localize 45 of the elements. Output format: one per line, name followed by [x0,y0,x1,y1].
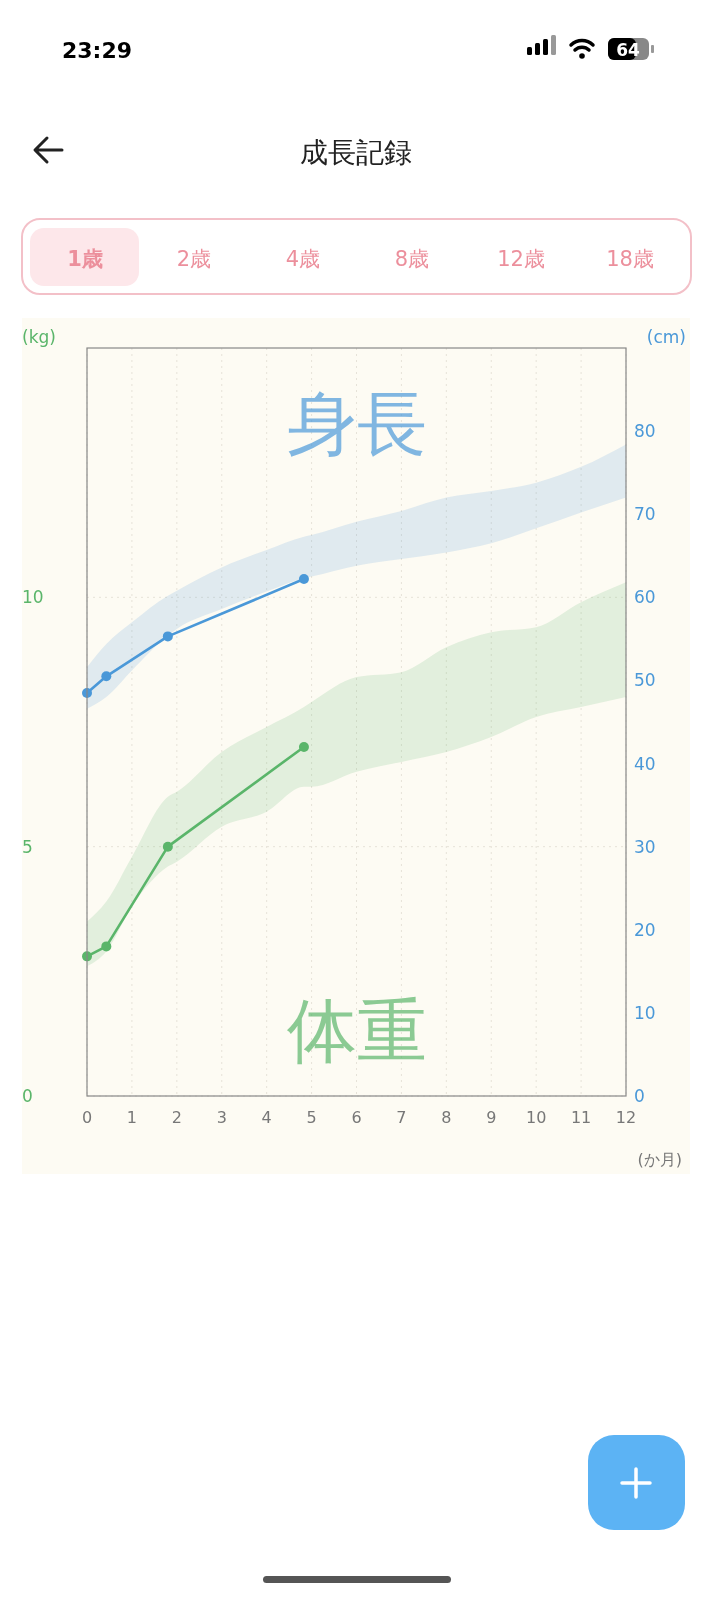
y2-axis-title: (cm) [646,327,686,347]
x-tick-label: 4 [261,1108,272,1127]
text: 8歳 [394,247,430,271]
x-tick-label: 1 [126,1108,138,1127]
text: 18歳 [606,247,654,271]
x-tick-label: 2 [171,1108,182,1127]
point [101,671,112,682]
y-tick-label: 10 [22,587,44,608]
text: 64 [616,40,640,60]
text: 12歳 [497,247,545,271]
y2-tick-label: 10 [634,1002,656,1023]
x-tick-label: 0 [81,1108,93,1127]
x-tick-label: 7 [396,1108,407,1127]
y-tick-label: 5 [22,836,33,857]
y2-tick-label: 20 [634,919,656,940]
text: 体重 [286,990,427,1072]
x-tick-label: 6 [351,1108,362,1127]
point [298,741,309,752]
text: 1歳 [67,247,103,271]
x-tick-label: 3 [216,1108,227,1127]
x-tick-label: 12 [615,1108,637,1127]
y2-tick-label: 70 [634,504,656,525]
point [298,574,309,585]
y2-tick-label: 0 [634,1086,645,1106]
x-tick-label: 11 [570,1108,592,1127]
y-tick-label: 0 [22,1086,33,1106]
text: 2歳 [176,247,212,271]
point [101,941,112,952]
x-tick-label: 5 [306,1108,317,1127]
y2-tick-label: 60 [634,587,656,608]
y2-tick-label: 80 [634,421,656,442]
point [162,631,173,642]
x-tick-label: 8 [441,1108,452,1127]
point [162,841,173,852]
y2-tick-label: 40 [634,753,656,774]
y2-tick-label: 30 [634,836,656,857]
chart-title: 成長記録 [300,136,412,169]
x-tick-label: 9 [486,1108,497,1127]
x-axis-title: (か月) [637,1150,682,1169]
series-label: 身長 [286,383,427,465]
y-axis-title: (kg) [22,327,56,347]
y2-tick-label: 50 [634,670,656,691]
text: 23:29 [62,38,133,63]
text: 4歳 [285,247,321,271]
x-tick-label: 10 [525,1108,547,1127]
